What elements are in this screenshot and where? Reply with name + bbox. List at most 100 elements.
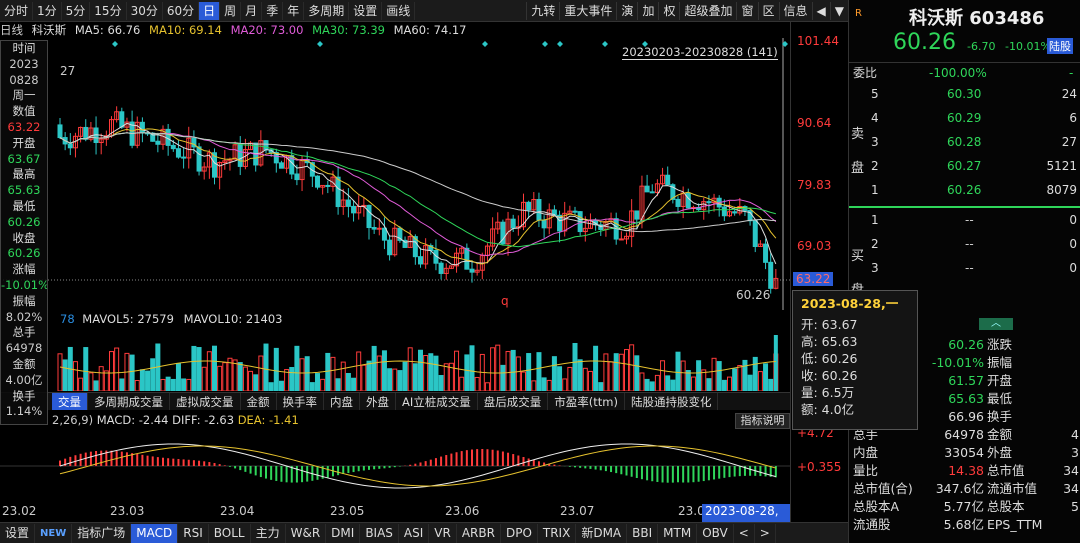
candle-body[interactable] <box>505 218 511 245</box>
toolbar-tool[interactable]: 权 <box>658 1 679 20</box>
event-diamond-icon[interactable] <box>317 41 323 47</box>
candle-body[interactable] <box>170 144 176 150</box>
event-diamond-icon[interactable] <box>642 41 648 47</box>
indicator-tab[interactable]: ASI <box>399 523 430 543</box>
volume-tab[interactable]: 外盘 <box>360 393 396 410</box>
candle-body[interactable] <box>448 265 454 269</box>
candle-body[interactable] <box>412 236 418 258</box>
candle-body[interactable] <box>665 174 671 186</box>
candle-body[interactable] <box>423 245 429 265</box>
toolbar-tool[interactable]: 演 <box>616 1 637 20</box>
candle-body[interactable] <box>443 267 449 274</box>
volume-tab[interactable]: 内盘 <box>324 393 360 410</box>
candle-body[interactable] <box>139 121 145 134</box>
candle-body[interactable] <box>397 227 403 241</box>
period-tab[interactable]: 年 <box>283 1 305 20</box>
back-icon[interactable]: ◀ <box>811 1 830 20</box>
event-diamond-icon[interactable] <box>542 41 548 47</box>
period-tab[interactable]: 1分 <box>33 1 62 20</box>
candle-body[interactable] <box>196 146 202 172</box>
indicator-tab[interactable]: OBV <box>697 523 734 543</box>
candle-body[interactable] <box>510 218 516 229</box>
candle-body[interactable] <box>773 277 779 289</box>
period-tab[interactable]: 5分 <box>62 1 91 20</box>
indicator-tab[interactable]: RSI <box>178 523 209 543</box>
scroll-left-icon[interactable]: < <box>734 523 755 543</box>
candle-body[interactable] <box>175 148 181 158</box>
candle-body[interactable] <box>366 204 372 229</box>
indicator-help-button[interactable]: 指标说明 <box>735 413 790 429</box>
candle-body[interactable] <box>242 149 248 167</box>
indicator-tab[interactable]: BIAS <box>360 523 399 543</box>
event-diamond-icon[interactable] <box>782 41 788 47</box>
candle-body[interactable] <box>222 160 228 164</box>
candle-body[interactable] <box>459 247 465 254</box>
candle-body[interactable] <box>237 144 243 167</box>
candle-body[interactable] <box>325 184 331 187</box>
candle-body[interactable] <box>732 211 738 214</box>
candle-body[interactable] <box>654 183 660 193</box>
candle-body[interactable] <box>531 199 537 211</box>
candle-body[interactable] <box>660 174 666 185</box>
candle-body[interactable] <box>98 138 104 143</box>
toolbar-tool[interactable]: 信息 <box>778 1 812 20</box>
indicator-tab[interactable]: 指标广场 <box>72 523 132 543</box>
candle-body[interactable] <box>371 227 377 230</box>
candle-body[interactable] <box>320 184 326 188</box>
candle-body[interactable] <box>572 210 578 213</box>
hk-connect-badge[interactable]: 陆股 <box>1047 38 1073 54</box>
indicator-tab[interactable]: NEW <box>35 523 73 543</box>
period-tab[interactable]: 分时 <box>0 1 34 20</box>
candle-body[interactable] <box>464 247 470 270</box>
candle-body[interactable] <box>541 219 547 229</box>
candle-body[interactable] <box>649 191 655 194</box>
volume-tab[interactable]: 交量 <box>52 393 88 410</box>
candle-body[interactable] <box>567 210 573 214</box>
candle-body[interactable] <box>206 152 212 168</box>
volume-tab[interactable]: AI立桩成交量 <box>396 393 478 410</box>
period-tab[interactable]: 季 <box>262 1 284 20</box>
period-tab[interactable]: 多周期 <box>304 1 350 20</box>
event-marker-q[interactable]: q <box>501 294 509 308</box>
toolbar-tool[interactable]: 重大事件 <box>559 1 616 20</box>
candle-body[interactable] <box>757 243 763 248</box>
volume-tab[interactable]: 盘后成交量 <box>478 393 549 410</box>
period-tab[interactable]: 15分 <box>90 1 127 20</box>
candle-body[interactable] <box>392 227 398 256</box>
candle-body[interactable] <box>263 140 269 151</box>
candle-body[interactable] <box>88 127 94 140</box>
candle-body[interactable] <box>582 227 588 233</box>
indicator-tab[interactable]: MACD <box>131 523 179 543</box>
indicator-tab[interactable]: BBI <box>627 523 659 543</box>
candle-body[interactable] <box>78 126 84 137</box>
candle-body[interactable] <box>685 192 691 209</box>
toolbar-tool[interactable]: 九转 <box>526 1 559 20</box>
candle-body[interactable] <box>526 201 532 211</box>
candle-body[interactable] <box>557 214 563 232</box>
candle-body[interactable] <box>634 210 640 220</box>
candle-body[interactable] <box>345 199 351 207</box>
macd-chart[interactable] <box>0 428 790 504</box>
candle-body[interactable] <box>670 184 676 200</box>
candle-body[interactable] <box>474 269 480 273</box>
indicator-tab[interactable]: W&R <box>286 523 327 543</box>
candle-body[interactable] <box>165 128 171 146</box>
candle-body[interactable] <box>134 121 140 146</box>
candle-body[interactable] <box>454 252 460 267</box>
indicator-tab[interactable]: 主力 <box>251 523 286 543</box>
candlestick-chart[interactable] <box>0 38 790 310</box>
period-tab[interactable]: 设置 <box>349 1 383 20</box>
candle-body[interactable] <box>418 256 423 265</box>
candle-body[interactable] <box>351 205 357 214</box>
candle-body[interactable] <box>376 227 382 230</box>
candle-body[interactable] <box>294 173 300 181</box>
indicator-tab[interactable]: DMI <box>326 523 361 543</box>
candle-body[interactable] <box>727 211 732 217</box>
candle-body[interactable] <box>500 221 506 245</box>
period-tab[interactable]: 日 <box>199 1 221 20</box>
candle-body[interactable] <box>675 198 681 207</box>
period-tab[interactable]: 画线 <box>382 1 416 20</box>
toolbar-tool[interactable]: 超级叠加 <box>679 1 736 20</box>
candle-body[interactable] <box>624 235 629 240</box>
candle-body[interactable] <box>232 144 238 160</box>
